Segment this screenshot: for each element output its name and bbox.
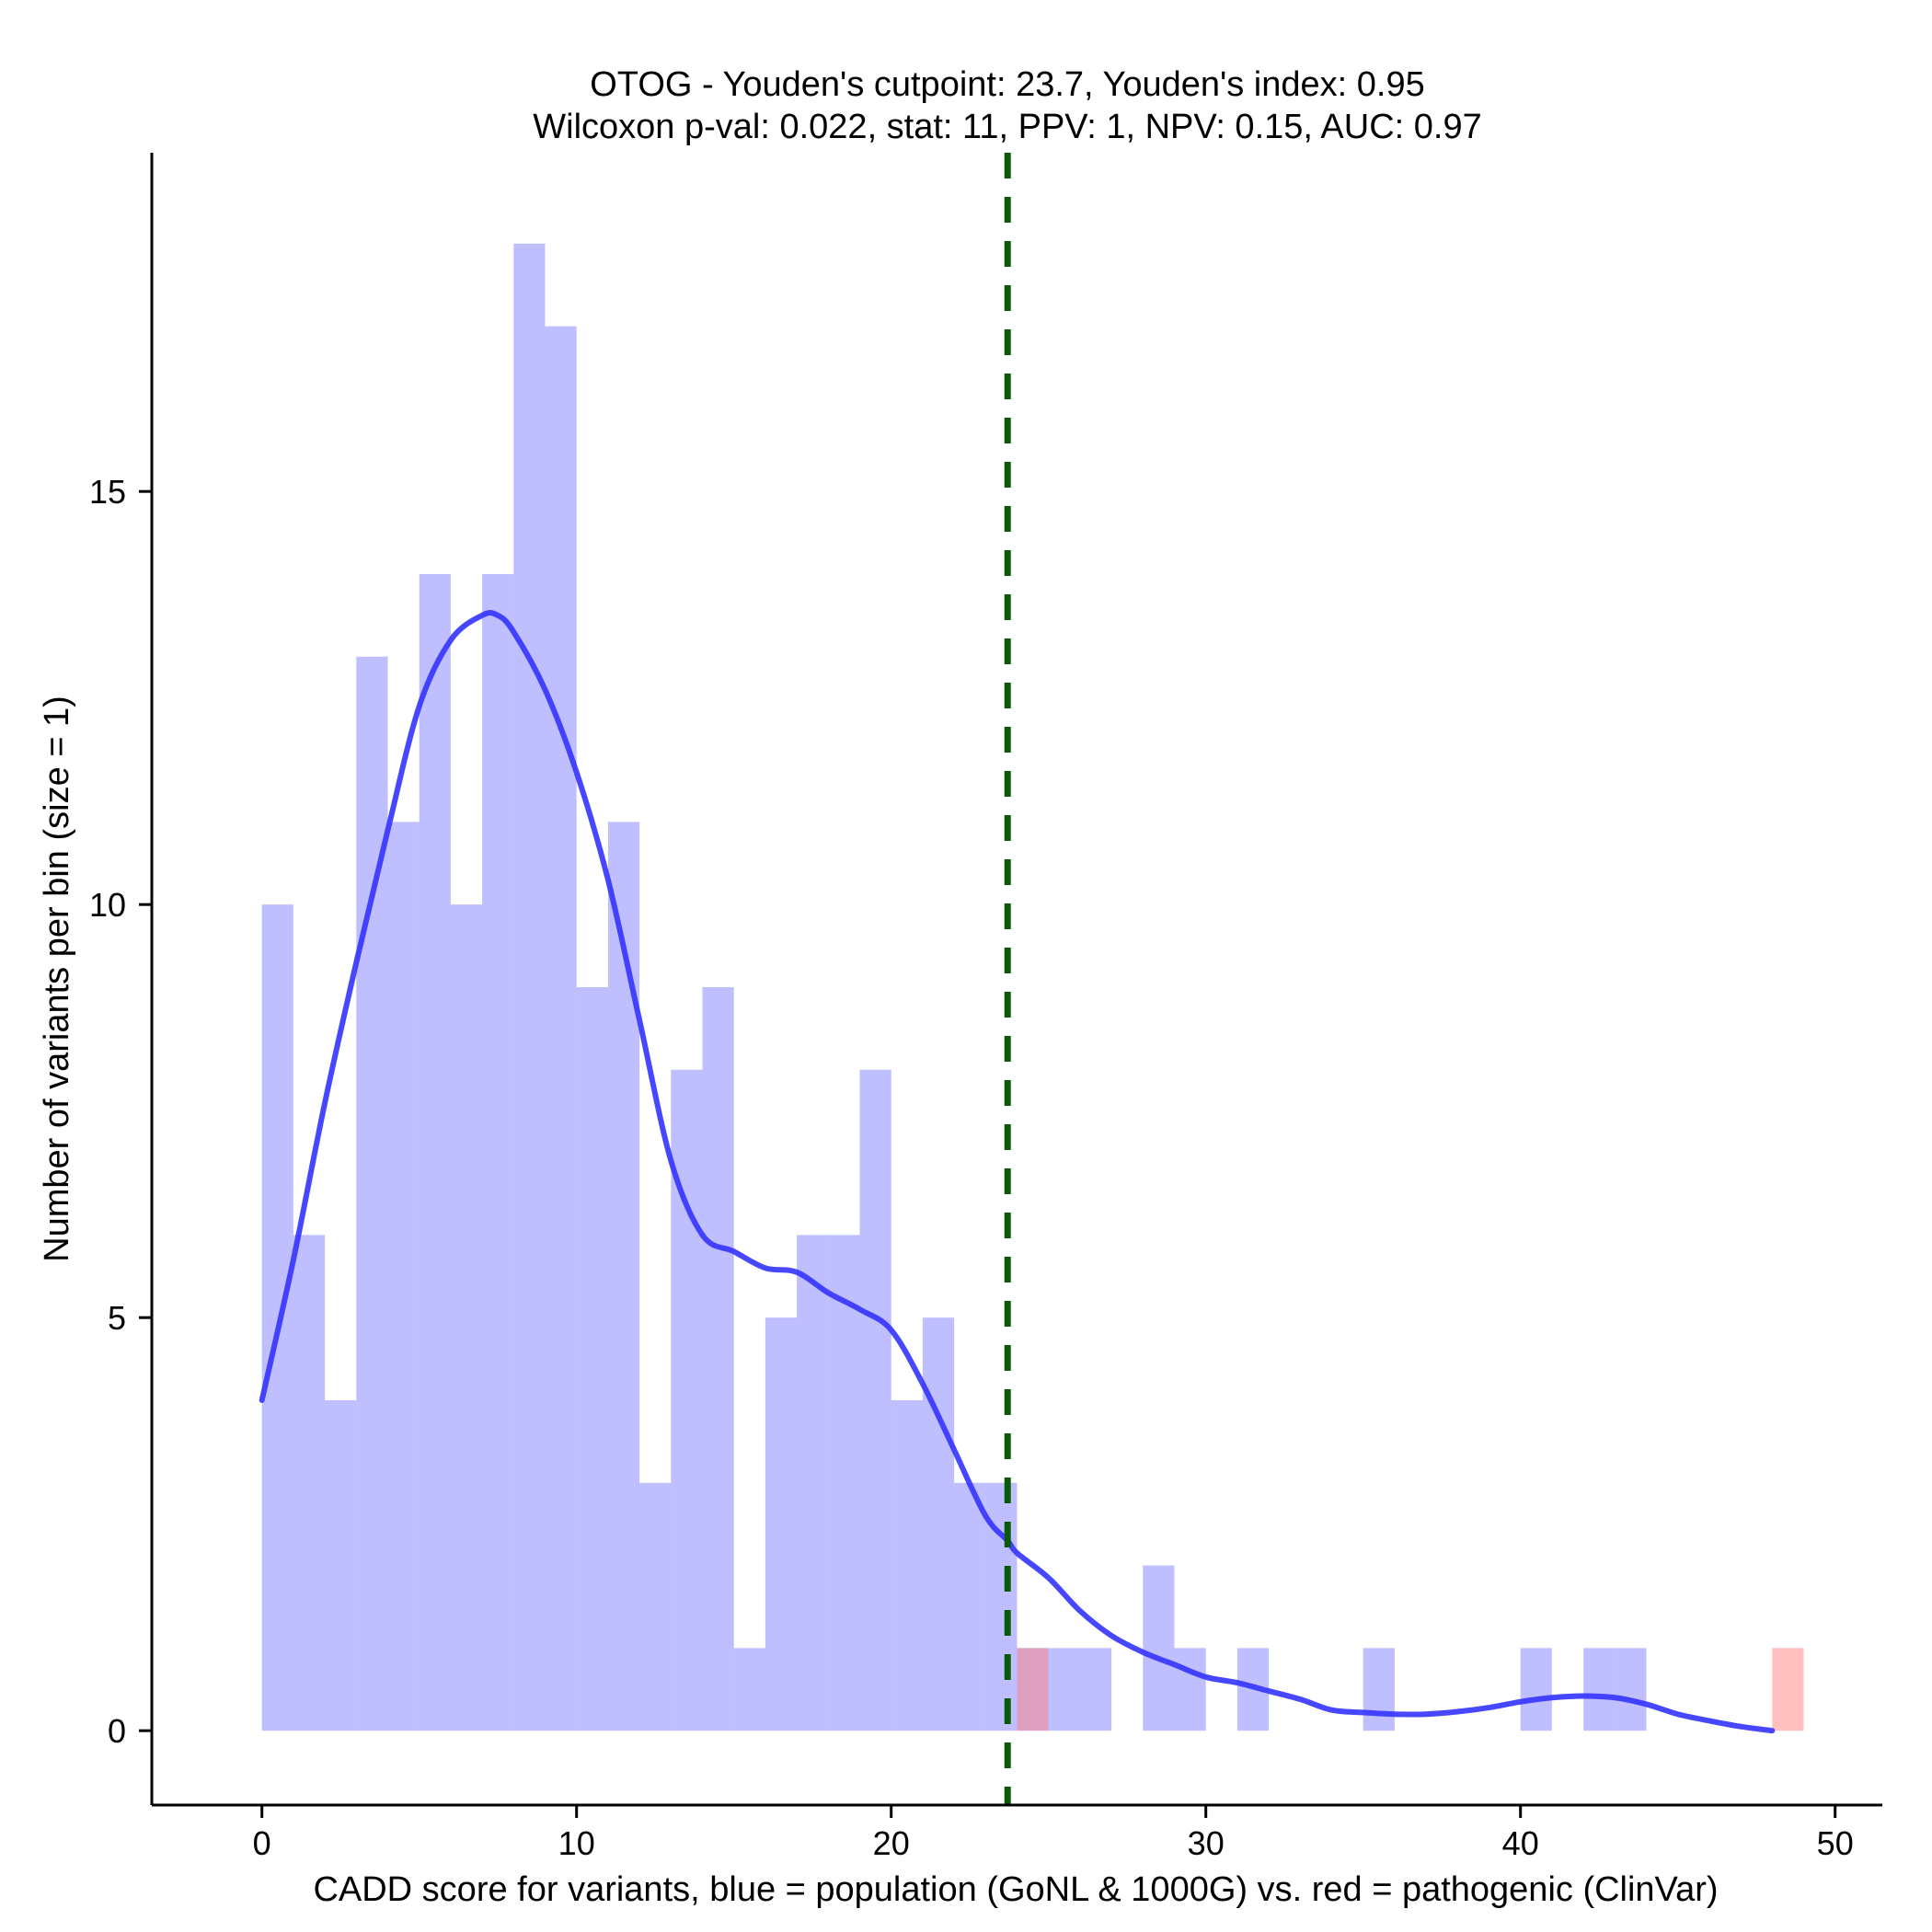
y-tick-label: 5 (108, 1299, 126, 1337)
population-bar (261, 904, 293, 1731)
pathogenic-bar (1772, 1648, 1804, 1731)
density-curve (259, 610, 1776, 1734)
population-bar (797, 1235, 829, 1731)
population-bar (545, 326, 577, 1731)
y-tick-label: 15 (89, 473, 126, 511)
population-bar (576, 986, 608, 1731)
population-bar (733, 1648, 765, 1731)
population-bars (261, 243, 1647, 1731)
chart-title: OTOG - Youden's cutpoint: 23.7, Youden's… (590, 65, 1424, 104)
x-tick-label: 30 (1188, 1824, 1225, 1862)
population-bar (513, 243, 546, 1731)
population-bar (765, 1317, 798, 1731)
population-bar (293, 1235, 326, 1731)
pathogenic-bar (1017, 1648, 1049, 1731)
population-bar (1615, 1648, 1647, 1731)
population-bar (607, 822, 640, 1731)
population-bar (1363, 1648, 1395, 1731)
population-bar (891, 1399, 923, 1731)
population-bar (419, 573, 451, 1731)
x-tick-label: 0 (253, 1824, 271, 1862)
y-tick-label: 0 (108, 1712, 126, 1750)
y-axis-ticks: 0 5 10 15 (89, 473, 152, 1750)
population-bar (1079, 1648, 1112, 1731)
x-axis-ticks: 0 10 20 30 40 50 (253, 1805, 1854, 1862)
population-bar (1583, 1648, 1616, 1731)
population-bar (1174, 1648, 1206, 1731)
y-axis-label: Number of variants per bin (size = 1) (38, 696, 76, 1262)
x-tick-label: 40 (1502, 1824, 1539, 1862)
x-tick-label: 10 (558, 1824, 595, 1862)
chart-subtitle: Wilcoxon p-val: 0.022, stat: 11, PPV: 1,… (533, 108, 1481, 146)
population-bar (325, 1399, 357, 1731)
x-tick-label: 20 (873, 1824, 910, 1862)
pathogenic-bars (1017, 1648, 1804, 1731)
population-bar (356, 656, 388, 1731)
population-bar (702, 986, 734, 1731)
population-bar (922, 1317, 955, 1731)
population-bar (1143, 1565, 1175, 1731)
population-bar (828, 1235, 860, 1731)
x-axis-label: CADD score for variants, blue = populati… (313, 1870, 1718, 1909)
population-bar (1048, 1648, 1080, 1731)
population-bar (859, 1069, 891, 1731)
population-bar (450, 904, 483, 1731)
population-bar (387, 822, 420, 1731)
y-tick-label: 10 (89, 886, 126, 924)
x-tick-label: 50 (1817, 1824, 1854, 1862)
population-bar (482, 573, 514, 1731)
population-bar (1520, 1648, 1552, 1731)
population-bar (954, 1482, 986, 1731)
population-bar (639, 1482, 672, 1731)
